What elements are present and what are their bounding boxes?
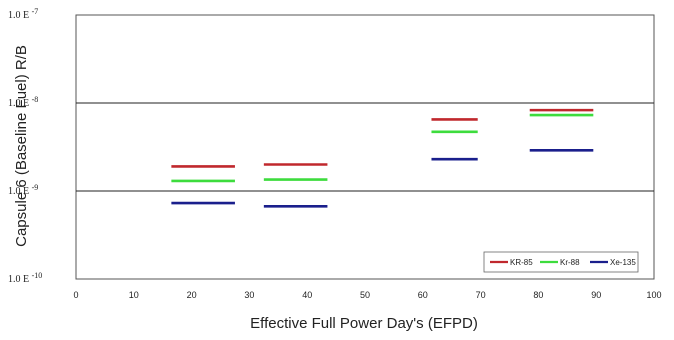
x-tick-label: 10 bbox=[129, 290, 139, 300]
legend-label-xe-135: Xe-135 bbox=[610, 258, 636, 267]
y-axis-label: Capsule 6 (Baseline Fuel) R/B bbox=[13, 45, 30, 247]
legend-label-kr-88: Kr-88 bbox=[560, 258, 580, 267]
x-tick-label: 60 bbox=[418, 290, 428, 300]
x-tick-label: 80 bbox=[533, 290, 543, 300]
y-tick-label: 1.0 E -7 bbox=[8, 7, 38, 21]
x-tick-label: 50 bbox=[360, 290, 370, 300]
x-tick-label: 90 bbox=[591, 290, 601, 300]
x-tick-label: 20 bbox=[187, 290, 197, 300]
x-tick-label: 30 bbox=[244, 290, 254, 300]
y-tick-label: 1.0 E -10 bbox=[8, 271, 42, 285]
legend-box bbox=[483, 251, 639, 273]
x-tick-label: 100 bbox=[646, 290, 661, 300]
y-tick-label: 1.0 E -9 bbox=[8, 183, 38, 197]
x-axis-label: Effective Full Power Day's (EFPD) bbox=[250, 315, 478, 332]
x-tick-label: 0 bbox=[73, 290, 78, 300]
x-tick-label: 70 bbox=[476, 290, 486, 300]
legend-label-kr-85: KR-85 bbox=[510, 258, 533, 267]
y-tick-label: 1.0 E -8 bbox=[8, 95, 38, 109]
plot-frame bbox=[75, 14, 655, 280]
x-tick-label: 40 bbox=[302, 290, 312, 300]
